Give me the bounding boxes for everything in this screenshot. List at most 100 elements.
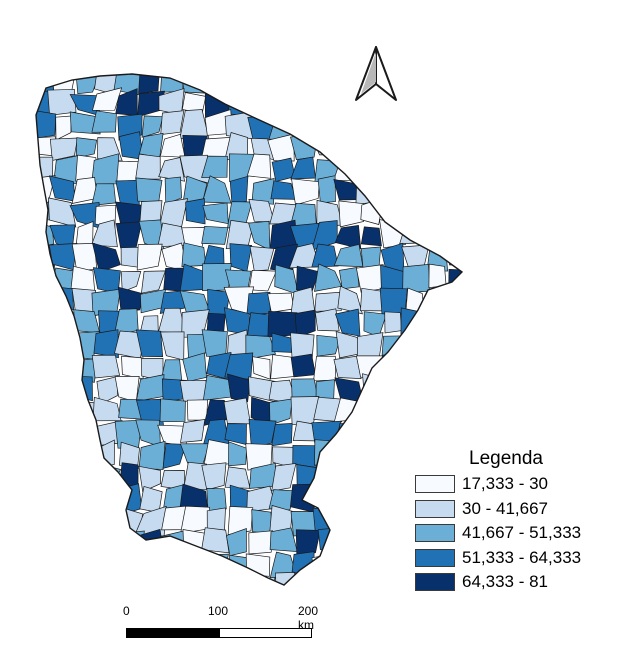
municipality-region (36, 307, 50, 338)
municipality-region (223, 74, 254, 98)
municipality-region (449, 246, 462, 267)
municipality-region (402, 356, 426, 378)
municipality-region (36, 487, 56, 514)
municipality-region (314, 291, 342, 312)
municipality-region (383, 483, 407, 512)
municipality-region (93, 573, 123, 585)
municipality-region (115, 201, 143, 225)
municipality-region (377, 550, 405, 576)
municipality-region (291, 178, 320, 206)
municipality-region (271, 423, 293, 447)
municipality-region (382, 201, 406, 223)
municipality-region (400, 90, 429, 117)
municipality-region (339, 134, 361, 159)
municipality-region (447, 203, 462, 228)
municipality-region (36, 285, 54, 315)
municipality-region (29, 594, 53, 625)
municipality-region (73, 487, 93, 510)
municipality-region (246, 291, 271, 315)
municipality-region (48, 309, 71, 335)
municipality-region (92, 599, 119, 622)
legend: Legenda 17,333 - 30 30 - 41,667 41,667 - 5… (415, 446, 615, 595)
municipality-region (115, 555, 143, 573)
municipality-region (248, 530, 273, 555)
municipality-region (383, 600, 405, 621)
municipality-region (426, 74, 453, 97)
municipality-region (36, 572, 53, 585)
municipality-region (426, 400, 453, 422)
municipality-region (401, 601, 425, 622)
municipality-region (317, 175, 336, 204)
municipality-region (36, 396, 55, 427)
municipality-region (47, 395, 74, 426)
municipality-region (421, 153, 452, 184)
municipality-region (290, 113, 320, 134)
municipality-region (405, 333, 431, 361)
legend-label: 17,333 - 30 (462, 474, 549, 494)
municipality-region (47, 440, 78, 467)
municipality-region (47, 331, 75, 359)
municipality-region (36, 417, 55, 446)
municipality-region (204, 74, 231, 92)
municipality-region (201, 527, 230, 554)
municipality-region (251, 509, 273, 534)
municipality-region (402, 153, 423, 183)
municipality-region (423, 179, 451, 206)
municipality-region (202, 202, 229, 225)
municipality-region (202, 374, 232, 401)
municipality-region (315, 308, 340, 332)
municipality-region (202, 175, 232, 204)
municipality-region (182, 352, 207, 382)
municipality-region (314, 461, 339, 489)
municipality-region (444, 219, 462, 248)
municipality-region (384, 158, 408, 183)
municipality-region (246, 153, 272, 179)
municipality-region (314, 575, 342, 585)
municipality-region (402, 202, 427, 229)
municipality-region (400, 307, 429, 338)
municipality-region (161, 571, 188, 585)
municipality-region (422, 113, 447, 135)
municipality-region (69, 576, 100, 585)
municipality-region (358, 399, 387, 425)
municipality-region (55, 115, 72, 141)
municipality-region (48, 599, 75, 619)
municipality-region (224, 466, 251, 489)
municipality-region (250, 74, 272, 97)
municipality-region (226, 373, 251, 403)
municipality-region (448, 335, 462, 361)
municipality-region (399, 377, 428, 398)
municipality-region (399, 220, 426, 244)
municipality-region (251, 178, 275, 205)
municipality-region (273, 90, 298, 119)
municipality-region (267, 133, 295, 162)
municipality-region (423, 352, 448, 383)
legend-item: 41,667 - 51,333 (415, 521, 615, 546)
municipality-region (36, 355, 55, 376)
municipality-region (71, 551, 95, 580)
municipality-region (201, 225, 229, 245)
municipality-region (50, 352, 78, 381)
scale-tick-100: 100 (208, 604, 229, 618)
municipality-region (381, 132, 404, 160)
municipality-region (294, 309, 316, 339)
municipality-region (337, 112, 361, 139)
municipality-region (360, 226, 382, 247)
municipality-region (36, 109, 57, 140)
municipality-region (424, 204, 446, 228)
municipality-region (114, 375, 140, 403)
municipality-region (290, 353, 316, 378)
municipality-region (158, 550, 184, 579)
municipality-region (93, 534, 120, 556)
municipality-region (444, 74, 462, 95)
municipality-region (316, 334, 341, 357)
municipality-region (446, 94, 462, 117)
municipality-region (424, 420, 453, 442)
municipality-region (359, 154, 383, 178)
municipality-region (71, 243, 98, 271)
municipality-region (426, 595, 451, 623)
municipality-region (333, 572, 364, 585)
municipality-region (444, 287, 462, 310)
municipality-region (399, 139, 429, 161)
municipality-region (422, 131, 445, 159)
